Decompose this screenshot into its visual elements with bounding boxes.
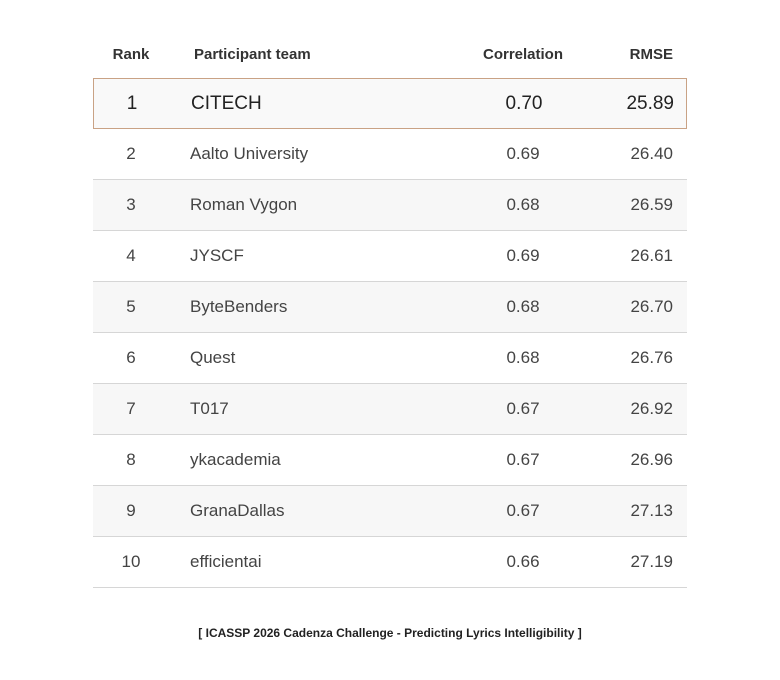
- table-cell: 6: [126, 348, 136, 367]
- table-cell: JYSCF: [190, 246, 244, 265]
- table-cell: 27.13: [630, 501, 673, 520]
- table-cell: efficientai: [190, 552, 262, 571]
- table-cell: 3: [126, 195, 136, 214]
- header-cell: Rank: [112, 45, 150, 63]
- table-row: 2 Aalto University 0.69 26.40: [93, 129, 687, 180]
- table-cell: 0.67: [506, 501, 540, 520]
- header-cell: RMSE: [629, 45, 673, 63]
- header-cell: Correlation: [482, 45, 563, 63]
- table-row: 3 Roman Vygon 0.68 26.59: [93, 180, 687, 231]
- table-cell: 0.67: [506, 399, 540, 418]
- table-cell: 0.69: [506, 144, 540, 163]
- table-row: 5 ByteBenders 0.68 26.70: [93, 282, 687, 333]
- table-cell: 26.92: [630, 399, 673, 418]
- table-row: 7 T017 0.67 26.92: [93, 384, 687, 435]
- table-cell: 4: [126, 246, 136, 265]
- table-cell: 7: [126, 399, 136, 418]
- table-cell: 0.69: [506, 246, 540, 265]
- table-row: 4 JYSCF 0.69 26.61: [93, 231, 687, 282]
- table-cell: 26.76: [630, 348, 673, 367]
- caption: [ ICASSP 2026 Cadenza Challenge - Predic…: [198, 626, 582, 640]
- table-cell: Roman Vygon: [190, 195, 298, 214]
- table-cell: Quest: [190, 348, 236, 367]
- table-cell: 27.19: [630, 552, 673, 571]
- table-cell: 26.70: [630, 297, 673, 316]
- table-cell: 0.68: [506, 348, 540, 367]
- table-cell: 0.68: [506, 195, 540, 214]
- table-cell: ykacademia: [190, 450, 281, 469]
- table-cell: T017: [190, 399, 229, 418]
- table-cell: 0.70: [505, 92, 543, 114]
- table-row: 9 GranaDallas 0.67 27.13: [93, 486, 687, 537]
- header-row: Rank Participant team Correlation RMSE: [93, 30, 687, 78]
- table-cell: 2: [126, 144, 136, 163]
- table-row: 10 efficientai 0.66 27.19: [93, 537, 687, 588]
- table-cell: ByteBenders: [190, 297, 288, 316]
- table-cell: 25.89: [626, 92, 674, 114]
- table-cell: 5: [126, 297, 136, 316]
- table-cell: GranaDallas: [190, 501, 285, 520]
- table-cell: Aalto University: [190, 144, 309, 163]
- table-cell: 9: [126, 501, 136, 520]
- table-row: 6 Quest 0.68 26.76: [93, 333, 687, 384]
- table-cell: 8: [126, 450, 136, 469]
- table-cell: 26.40: [630, 144, 673, 163]
- header-cell: Participant team: [194, 45, 311, 63]
- table-cell: CITECH: [191, 92, 262, 114]
- table-cell: 0.66: [506, 552, 540, 571]
- table-cell: 0.67: [506, 450, 540, 469]
- leaderboard-table: Rank Participant team Correlation RMSE 1…: [93, 30, 687, 588]
- table-cell: 26.59: [630, 195, 673, 214]
- table-cell: 1: [126, 92, 138, 114]
- table-cell: 10: [121, 552, 141, 571]
- table-row: 1 CITECH 0.70 25.89: [93, 78, 687, 129]
- table-cell: 26.61: [630, 246, 673, 265]
- table-row: 8 ykacademia 0.67 26.96: [93, 435, 687, 486]
- table-cell: 26.96: [630, 450, 673, 469]
- table-cell: 0.68: [506, 297, 540, 316]
